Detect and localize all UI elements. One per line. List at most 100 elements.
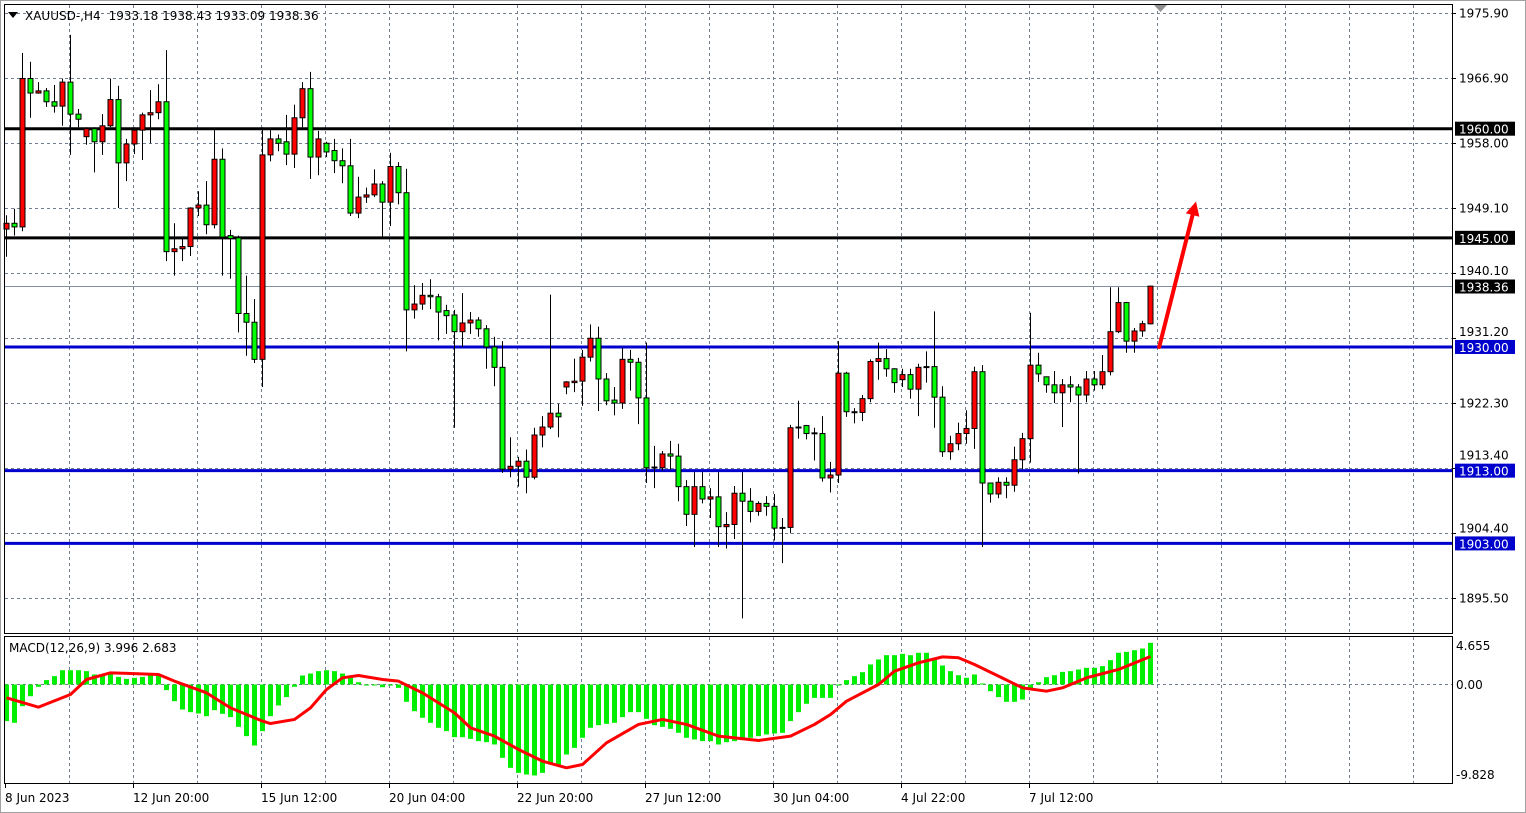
candle-bullish — [1059, 384, 1066, 394]
candle-bullish — [107, 99, 114, 127]
macd-histogram-bar — [964, 677, 969, 685]
macd-histogram-bar — [4, 684, 9, 722]
candle-bullish — [99, 125, 106, 143]
candle-bearish — [235, 237, 242, 314]
macd-histogram-bar — [756, 684, 761, 737]
dropdown-triangle-icon[interactable] — [8, 12, 18, 18]
macd-histogram-bar — [140, 676, 145, 685]
macd-histogram-bar — [844, 680, 849, 685]
candle-bearish — [1075, 386, 1082, 396]
candle-bullish — [299, 88, 306, 119]
macd-histogram-bar — [1140, 648, 1145, 685]
macd-histogram-bar — [564, 684, 569, 755]
time-tick-label: 12 Jun 20:00 — [133, 791, 209, 805]
macd-histogram-bar — [540, 684, 545, 773]
macd-histogram-bar — [468, 684, 473, 739]
macd-histogram-bar — [548, 684, 553, 765]
candle-bearish — [483, 328, 490, 348]
time-tick-label: 27 Jun 12:00 — [645, 791, 721, 805]
macd-histogram-bar — [852, 676, 857, 685]
candle-bearish — [491, 346, 498, 368]
macd-histogram-bar — [692, 684, 697, 740]
macd-histogram-bar — [748, 684, 753, 738]
axes: 1975.90 1966.90 1958.00 1949.10 1940.10 1931.… — [5, 7, 1515, 805]
candle-bearish — [427, 294, 434, 298]
macd-histogram-bar — [420, 684, 425, 718]
macd-histogram-bar — [948, 671, 953, 685]
candle-bullish — [579, 356, 586, 382]
macd-histogram-bar — [620, 684, 625, 718]
candle-bearish — [251, 321, 258, 360]
candle-bullish — [1115, 302, 1122, 333]
time-tick-label: 8 Jun 2023 — [5, 791, 70, 805]
candle-bearish — [443, 310, 450, 317]
macd-histogram-bar — [796, 684, 801, 713]
candle-bearish — [475, 319, 482, 330]
candle-bearish — [683, 486, 690, 515]
macd-histogram-bar — [28, 684, 33, 697]
candle-bullish — [867, 361, 874, 400]
macd-histogram-bar — [148, 674, 153, 685]
macd-histogram-bar — [860, 672, 865, 685]
macd-histogram-bar — [1076, 669, 1081, 685]
macd-histogram-bar — [172, 684, 177, 702]
macd-histogram-bar — [972, 674, 977, 685]
candle-bearish — [331, 150, 338, 162]
candle-bearish — [91, 128, 98, 143]
price-tick-label: 1904.40 — [1459, 521, 1509, 535]
candle-bullish — [659, 453, 666, 469]
macd-histogram-bar — [12, 684, 17, 723]
candle-bullish — [571, 380, 578, 384]
candle-bearish — [611, 399, 618, 404]
candle-bearish — [715, 496, 722, 528]
candle-bullish — [363, 194, 370, 198]
macd-tick-label: 4.655 — [1456, 639, 1490, 653]
candle-bearish — [771, 505, 778, 529]
candle-bullish — [787, 427, 794, 528]
macd-histogram-bar — [836, 684, 841, 686]
candle-bullish — [195, 204, 202, 209]
macd-histogram-bar — [484, 684, 489, 743]
macd-histogram-bar — [804, 684, 809, 704]
candle-bearish — [651, 466, 658, 469]
candle-bearish — [27, 77, 34, 94]
candle-bullish — [539, 426, 546, 436]
macd-histogram-bar — [556, 684, 561, 765]
candle-bullish — [515, 460, 522, 467]
macd-histogram-bar — [156, 674, 161, 685]
candle-bearish — [243, 312, 250, 323]
candle-bearish — [603, 378, 610, 402]
candle-bearish — [323, 142, 330, 153]
candle-bullish — [507, 465, 514, 470]
candle-bearish — [11, 222, 18, 228]
level-price-badge — [1455, 339, 1515, 354]
horizontal-levels[interactable] — [5, 127, 1452, 545]
macd-histogram-bar — [572, 684, 577, 748]
macd-histogram-bar — [308, 673, 313, 685]
macd-histogram-bar — [396, 684, 401, 688]
macd-histogram-bar — [508, 684, 513, 768]
candle-bearish — [555, 412, 562, 418]
macd-histogram-bar — [124, 678, 129, 685]
level-price-badge — [1455, 121, 1515, 136]
chart-shift-marker-icon[interactable] — [1154, 5, 1167, 12]
candle-bullish — [731, 492, 738, 526]
candle-bullish — [211, 158, 218, 226]
macd-histogram-bar — [1100, 666, 1105, 685]
macd-histogram-bar — [764, 684, 769, 735]
candle-bearish — [339, 160, 346, 167]
macd-histogram-bar — [476, 684, 481, 742]
grid — [5, 5, 1452, 783]
candle-bearish — [979, 371, 986, 484]
macd-histogram-bar — [108, 673, 113, 685]
macd-histogram-bar — [1084, 667, 1089, 685]
candle-bearish — [747, 500, 754, 512]
macd-histogram-bar — [1052, 675, 1057, 685]
candle-bullish — [1099, 371, 1106, 386]
candle-bullish — [947, 443, 954, 453]
macd-histogram-bar — [652, 684, 657, 726]
macd-histogram-bar — [524, 684, 529, 775]
macd-histogram-bar — [404, 684, 409, 702]
macd-histogram-bar — [772, 684, 777, 734]
